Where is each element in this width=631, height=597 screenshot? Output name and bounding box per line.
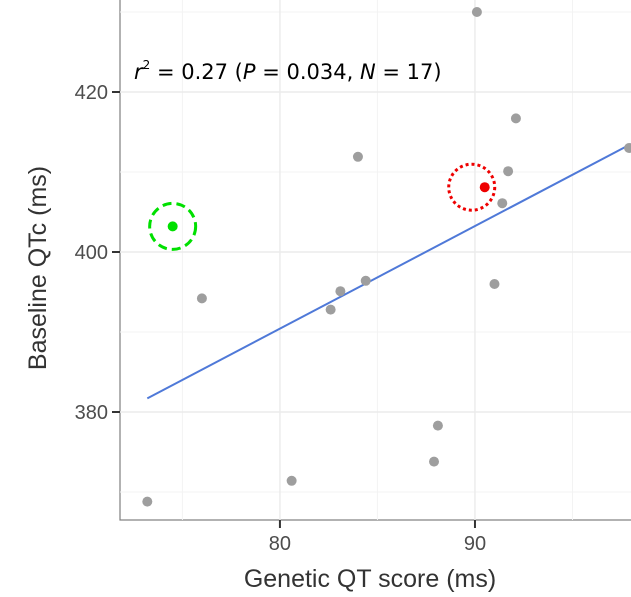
stats-annotation: r2 = 0.27 (P = 0.034, N = 17) xyxy=(134,58,442,84)
n-value: = 17) xyxy=(376,60,442,84)
grid xyxy=(120,0,631,520)
plot-panel xyxy=(119,0,631,521)
r-symbol: r xyxy=(134,60,144,84)
data-point xyxy=(497,198,508,209)
data-point xyxy=(352,151,363,162)
y-tick-label: 400 xyxy=(75,242,108,264)
data-point xyxy=(335,286,346,297)
data-point xyxy=(142,496,153,507)
data-point xyxy=(503,166,514,177)
green-highlight-ring xyxy=(148,201,198,251)
red-highlight-ring xyxy=(447,162,497,212)
p-symbol: P xyxy=(243,60,256,84)
axes: 380 400 420 80 90 xyxy=(75,82,486,555)
y-tick-label: 420 xyxy=(75,82,108,104)
n-symbol: N xyxy=(360,60,376,84)
points-group xyxy=(142,7,631,507)
red-highlight-point xyxy=(479,182,490,193)
p-value: = 0.034, xyxy=(256,60,360,84)
x-tick-label: 80 xyxy=(269,533,291,555)
data-point xyxy=(360,275,371,286)
data-point xyxy=(471,7,482,17)
data-point xyxy=(429,456,440,467)
plot-border xyxy=(119,0,631,521)
data-point xyxy=(286,475,297,486)
data-point xyxy=(624,143,631,153)
data-point xyxy=(489,279,500,289)
r-exponent: 2 xyxy=(143,58,151,72)
regression-line xyxy=(146,143,631,400)
data-point xyxy=(432,420,443,431)
x-tick-label: 90 xyxy=(464,533,486,555)
y-tick-label: 380 xyxy=(75,402,108,424)
y-axis-title: Baseline QTc (ms) xyxy=(24,166,52,370)
trend-line-group xyxy=(146,143,631,400)
data-point xyxy=(510,113,521,124)
r-value: = 0.27 ( xyxy=(150,60,243,84)
highlights-group xyxy=(148,162,497,251)
data-point xyxy=(325,304,336,315)
data-point xyxy=(196,293,207,304)
x-axis-title: Genetic QT score (ms) xyxy=(244,565,496,593)
green-highlight-point xyxy=(167,221,178,232)
